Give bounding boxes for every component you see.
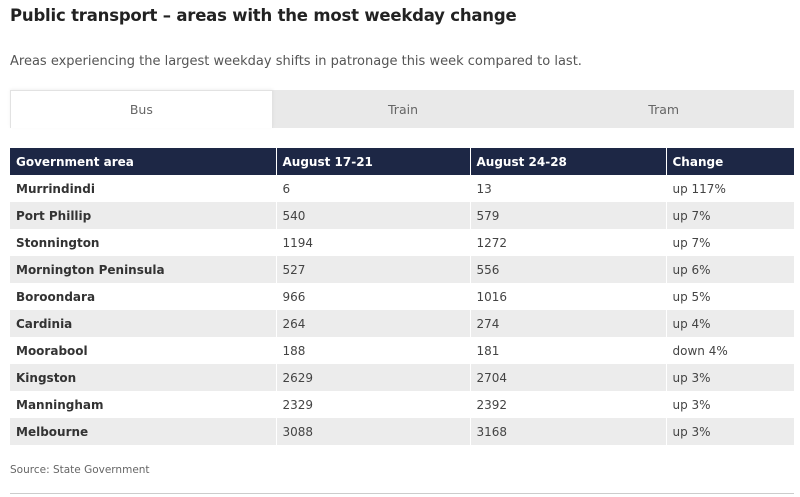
cell-change: up 6% bbox=[666, 256, 794, 283]
cell-august-17-21: 966 bbox=[276, 283, 471, 310]
cell-august-17-21: 264 bbox=[276, 310, 471, 337]
table-row: Moorabool 188 181 down 4% bbox=[10, 337, 794, 364]
column-header-government-area[interactable]: Government area bbox=[10, 148, 277, 175]
cell-change: up 5% bbox=[666, 283, 794, 310]
cell-change: up 7% bbox=[666, 229, 794, 256]
cell-government-area: Stonnington bbox=[10, 229, 277, 256]
tab-tram[interactable]: Tram bbox=[648, 101, 680, 117]
page-subtitle: Areas experiencing the largest weekday s… bbox=[10, 54, 582, 69]
mode-tabs: Bus Train Tram bbox=[10, 90, 794, 128]
cell-government-area: Port Phillip bbox=[10, 202, 277, 229]
cell-change: up 4% bbox=[666, 310, 794, 337]
cell-change: up 3% bbox=[666, 418, 794, 445]
table-row: Murrindindi 6 13 up 117% bbox=[10, 175, 794, 202]
cell-august-17-21: 3088 bbox=[276, 418, 471, 445]
source-note: Source: State Government bbox=[10, 464, 150, 476]
table-row: Melbourne 3088 3168 up 3% bbox=[10, 418, 794, 445]
cell-change: up 7% bbox=[666, 202, 794, 229]
cell-change: up 3% bbox=[666, 391, 794, 418]
table-row: Kingston 2629 2704 up 3% bbox=[10, 364, 794, 391]
table-row: Mornington Peninsula 527 556 up 6% bbox=[10, 256, 794, 283]
cell-change: up 117% bbox=[666, 175, 794, 202]
cell-government-area: Cardinia bbox=[10, 310, 277, 337]
cell-august-17-21: 540 bbox=[276, 202, 471, 229]
divider bbox=[10, 493, 794, 494]
cell-august-24-28: 579 bbox=[470, 202, 667, 229]
cell-government-area: Kingston bbox=[10, 364, 277, 391]
cell-august-24-28: 556 bbox=[470, 256, 667, 283]
cell-august-24-28: 1272 bbox=[470, 229, 667, 256]
cell-august-24-28: 13 bbox=[470, 175, 667, 202]
cell-august-24-28: 2704 bbox=[470, 364, 667, 391]
cell-august-24-28: 3168 bbox=[470, 418, 667, 445]
patronage-table: Government area August 17-21 August 24-2… bbox=[10, 148, 794, 445]
cell-government-area: Manningham bbox=[10, 391, 277, 418]
column-header-august-24-28[interactable]: August 24-28 bbox=[470, 148, 667, 175]
cell-august-24-28: 2392 bbox=[470, 391, 667, 418]
cell-august-24-28: 274 bbox=[470, 310, 667, 337]
column-header-august-17-21[interactable]: August 17-21 bbox=[276, 148, 471, 175]
table-row: Stonnington 1194 1272 up 7% bbox=[10, 229, 794, 256]
table-row: Manningham 2329 2392 up 3% bbox=[10, 391, 794, 418]
cell-change: down 4% bbox=[666, 337, 794, 364]
cell-august-17-21: 2629 bbox=[276, 364, 471, 391]
column-header-change[interactable]: Change bbox=[666, 148, 794, 175]
tab-bus[interactable]: Bus bbox=[10, 90, 273, 128]
page-title: Public transport – areas with the most w… bbox=[10, 6, 517, 25]
cell-august-17-21: 6 bbox=[276, 175, 471, 202]
cell-government-area: Boroondara bbox=[10, 283, 277, 310]
cell-government-area: Moorabool bbox=[10, 337, 277, 364]
cell-august-17-21: 188 bbox=[276, 337, 471, 364]
cell-government-area: Mornington Peninsula bbox=[10, 256, 277, 283]
cell-government-area: Murrindindi bbox=[10, 175, 277, 202]
cell-august-17-21: 527 bbox=[276, 256, 471, 283]
cell-august-24-28: 181 bbox=[470, 337, 667, 364]
table-body: Murrindindi 6 13 up 117% Port Phillip 540 579 u… bbox=[10, 175, 794, 445]
table-row: Boroondara 966 1016 up 5% bbox=[10, 283, 794, 310]
table-header-row: Government area August 17-21 August 24-2… bbox=[10, 148, 794, 175]
cell-change: up 3% bbox=[666, 364, 794, 391]
table-row: Port Phillip 540 579 up 7% bbox=[10, 202, 794, 229]
cell-government-area: Melbourne bbox=[10, 418, 277, 445]
tab-train[interactable]: Train bbox=[388, 101, 418, 117]
cell-august-17-21: 2329 bbox=[276, 391, 471, 418]
cell-august-17-21: 1194 bbox=[276, 229, 471, 256]
cell-august-24-28: 1016 bbox=[470, 283, 667, 310]
table-row: Cardinia 264 274 up 4% bbox=[10, 310, 794, 337]
